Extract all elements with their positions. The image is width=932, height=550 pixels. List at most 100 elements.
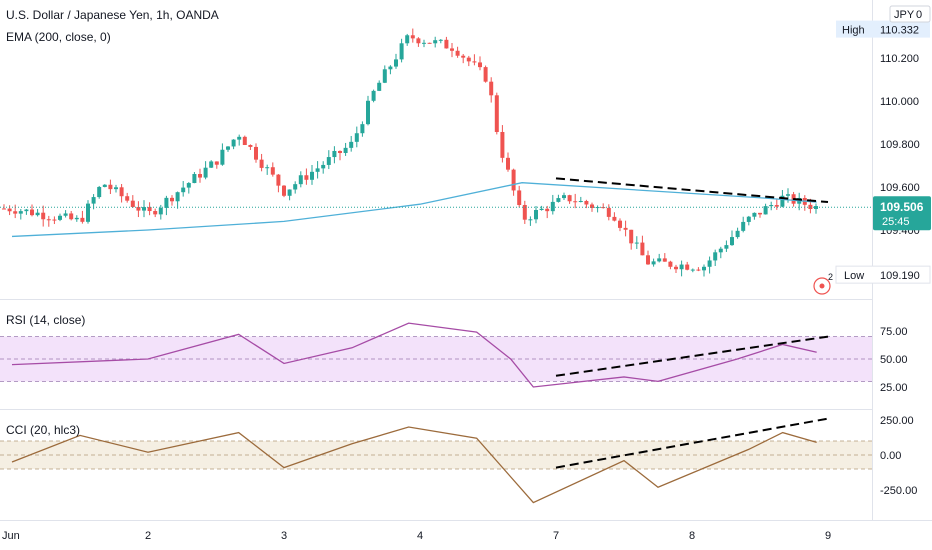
candle-body	[237, 136, 242, 140]
candle-body	[74, 217, 79, 220]
candle-body	[298, 175, 303, 185]
chart-title: U.S. Dollar / Japanese Yen, 1h, OANDA	[6, 8, 219, 22]
candle-body	[573, 201, 578, 203]
time-tick-label: Jun	[2, 530, 20, 542]
candle-body	[24, 209, 29, 212]
candle-body	[646, 255, 650, 265]
candle-body	[332, 150, 337, 158]
candle-body	[786, 194, 790, 196]
candle-body	[69, 213, 74, 220]
candle-body	[175, 192, 180, 202]
candle-body	[528, 219, 533, 221]
currency-label: JPY	[894, 9, 915, 21]
candle-body	[752, 212, 757, 217]
candle-body	[2, 208, 6, 210]
candle-body	[186, 183, 191, 188]
cci-tick-label: -250.00	[880, 485, 917, 497]
candle-body	[310, 171, 314, 180]
candle-body	[550, 201, 555, 212]
candle-body	[769, 205, 774, 207]
last-price-value: 109.506	[880, 200, 924, 214]
candle-body	[153, 211, 158, 215]
candle-body	[119, 187, 124, 197]
low-tag-value: 109.190	[880, 270, 920, 282]
candle-body	[170, 197, 174, 202]
candle-body	[685, 264, 690, 270]
candle-body	[338, 150, 342, 153]
candle-body	[444, 39, 449, 49]
candle-body	[455, 50, 460, 56]
candle-body	[304, 175, 309, 180]
time-tick-label: 7	[553, 530, 559, 542]
candle-body	[181, 187, 186, 193]
candle-body	[86, 203, 90, 222]
price-tick-label: 110.200	[880, 53, 919, 65]
candle-body	[242, 136, 247, 146]
candle-body	[52, 219, 57, 221]
currency-box	[889, 5, 931, 23]
price-tick-label: 109.800	[880, 139, 920, 151]
candle-body	[360, 124, 365, 134]
candle-body	[18, 211, 23, 214]
candle-body	[192, 174, 197, 184]
cci-legend[interactable]: CCI (20, hlc3)	[6, 423, 81, 437]
ema-line	[11, 182, 817, 238]
last-price-tag	[873, 196, 931, 231]
candle-body	[618, 220, 622, 228]
candle-body	[696, 269, 701, 271]
candle-body	[102, 184, 107, 187]
rsi-tick-label: 50.00	[880, 354, 908, 366]
ema-legend[interactable]: EMA (200, close, 0)	[6, 30, 111, 44]
candle-body	[433, 40, 438, 44]
rsi-trendline	[555, 335, 829, 377]
candle-body	[450, 48, 454, 51]
candle-body	[763, 206, 768, 215]
candle-body	[629, 229, 634, 244]
candle-body	[774, 205, 779, 207]
candle-body	[226, 146, 230, 150]
candle-body	[405, 35, 410, 44]
cci-tick-label: 0.00	[880, 450, 901, 462]
candle-body	[13, 211, 18, 214]
candle-body	[567, 195, 572, 202]
time-tick-label: 8	[689, 530, 695, 542]
cci-trendline	[555, 417, 829, 469]
candle-body	[321, 164, 326, 169]
candle-body	[259, 159, 264, 168]
candle-body	[388, 66, 393, 70]
candle-body	[634, 242, 639, 244]
candle-body	[494, 95, 499, 132]
candle-body	[354, 133, 359, 142]
candle-body	[517, 190, 522, 205]
candle-body	[506, 157, 510, 170]
high-tag-label: High	[842, 25, 865, 37]
candle-body	[584, 200, 589, 205]
candle-body	[461, 55, 466, 58]
candle-body	[657, 258, 662, 262]
time-tick-label: 4	[417, 530, 423, 542]
candle-body	[668, 261, 673, 267]
candle-body	[97, 186, 102, 198]
candle-body	[130, 200, 135, 207]
rsi-legend[interactable]: RSI (14, close)	[6, 313, 86, 327]
candle-body	[416, 38, 421, 44]
candle-body	[690, 269, 695, 271]
candle-body	[203, 167, 208, 178]
candle-body	[780, 195, 785, 207]
candle-body	[315, 168, 320, 172]
candle-body	[758, 212, 762, 215]
candle-body	[612, 216, 617, 221]
candle-body	[377, 82, 382, 91]
candle-body	[534, 209, 538, 220]
candle-body	[147, 207, 152, 212]
candle-body	[730, 237, 734, 246]
high-tag-value: 110.332	[880, 25, 919, 37]
candle-body	[198, 174, 202, 178]
candle-body	[556, 198, 561, 202]
candle-body	[343, 147, 348, 153]
candle-body	[741, 221, 746, 231]
candle-body	[125, 196, 130, 201]
candle-body	[58, 215, 62, 220]
candle-body	[623, 227, 628, 230]
